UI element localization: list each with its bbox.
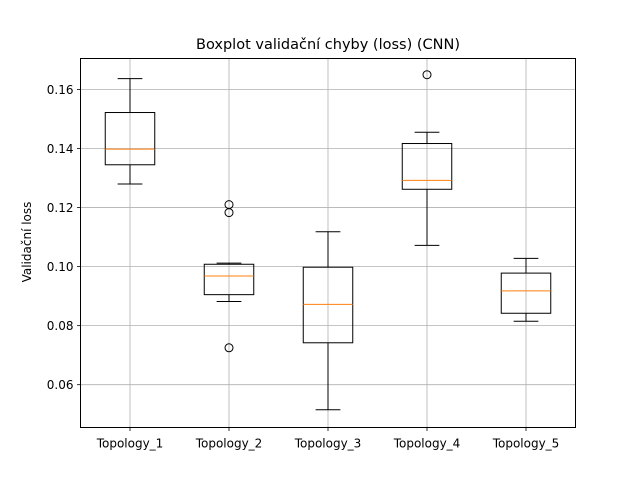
outlier-point <box>224 208 234 218</box>
box-iqr <box>104 112 156 166</box>
box-iqr <box>500 272 552 314</box>
y-tick-label: 0.06 <box>47 378 74 392</box>
x-tick-label: Topology_4 <box>393 437 461 451</box>
y-tick-label: 0.16 <box>47 83 74 97</box>
y-tick-label: 0.14 <box>47 142 74 156</box>
box-series <box>104 70 552 411</box>
box-iqr <box>203 263 255 296</box>
y-tick-label: 0.12 <box>47 201 74 215</box>
x-tick-label: Topology_1 <box>96 437 164 451</box>
x-tick-label: Topology_5 <box>492 437 560 451</box>
box-iqr <box>302 266 354 344</box>
y-tick-label: 0.10 <box>47 260 74 274</box>
y-tick-label: 0.08 <box>47 319 74 333</box>
chart-title: Boxplot validační chyby (loss) (CNN) <box>196 37 460 53</box>
outlier-point <box>422 70 432 80</box>
box-iqr <box>401 143 453 190</box>
y-axis-label: Validační loss <box>20 202 34 283</box>
x-tick-label: Topology_2 <box>195 437 263 451</box>
outlier-point <box>224 343 234 353</box>
axes: 0.06 0.08 0.10 0.12 0.14 0.16 Topology_1 Topolo… <box>47 83 560 451</box>
x-tick-label: Topology_3 <box>294 437 362 451</box>
